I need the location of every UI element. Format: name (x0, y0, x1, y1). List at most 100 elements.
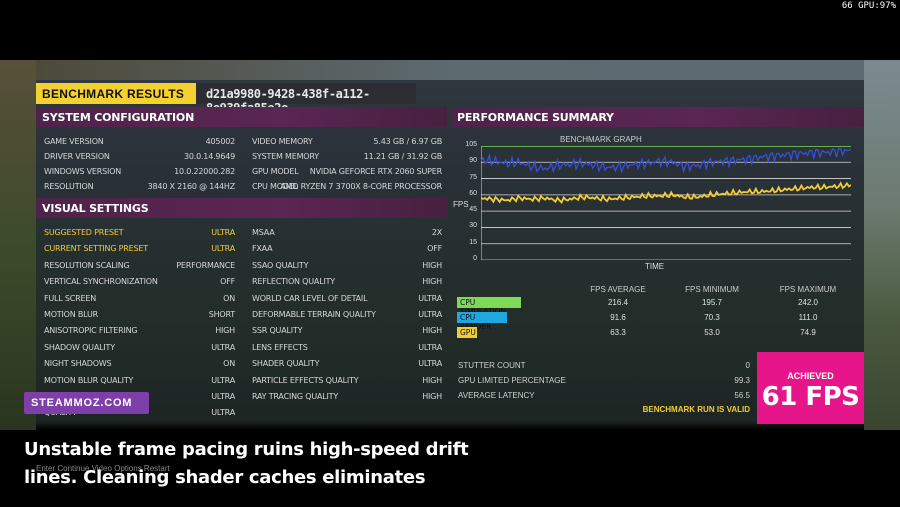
fps-cell: 91.6 (610, 313, 626, 322)
settings-label: DRIVER VERSION (44, 152, 110, 161)
settings-value: AMD Ryzen 7 3700X 8-Core Processor (280, 182, 442, 191)
gpu-overlay-stats: 66 GPU:97% (841, 1, 896, 11)
settings-value: HIGH (422, 326, 442, 336)
settings-value: ULTRA (418, 310, 442, 319)
settings-row: GAME VERSION 405002 (44, 137, 235, 149)
benchmark-graph (481, 146, 851, 260)
achieved-fps-badge: ACHIEVED 61 FPS (757, 352, 864, 424)
settings-label: FULL SCREEN (44, 293, 97, 303)
settings-row: REFLECTION QUALITY HIGH (252, 277, 442, 289)
fps-row-label: CPU RENDER (457, 312, 507, 331)
fps-row-label: CPU SIMULATION (457, 297, 521, 316)
settings-label: REFLECTION QUALITY (252, 277, 335, 287)
performance-summary-header: PERFORMANCE SUMMARY (451, 107, 864, 127)
graph-title: BENCHMARK GRAPH (560, 135, 642, 144)
y-tick-label: 105 (465, 141, 477, 148)
settings-value: ON (223, 359, 235, 369)
settings-value: ULTRA (211, 392, 235, 401)
y-tick-label: 15 (469, 238, 477, 246)
settings-row: CPU MODEL AMD Ryzen 7 3700X 8-Core Proces… (252, 182, 442, 194)
settings-value: HIGH (215, 326, 235, 336)
settings-value: ON (223, 293, 235, 303)
settings-value: 11.21 GB / 31.92 GB (363, 152, 442, 161)
series-line-gpu (481, 181, 851, 204)
fps-cell: 74.9 (800, 328, 816, 337)
y-tick-label: 0 (473, 255, 477, 262)
fps-column-header: FPS MAXIMUM (779, 285, 837, 294)
settings-value: ULTRA (211, 408, 235, 418)
settings-label: FXAA (252, 244, 273, 254)
settings-value: ULTRA (211, 244, 235, 254)
settings-label: GPU MODEL (252, 167, 299, 176)
achieved-label: ACHIEVED (787, 371, 834, 381)
settings-row: PARTICLE EFFECTS QUALITY HIGH (252, 376, 442, 388)
settings-row: SYSTEM MEMORY 11.21 GB / 31.92 GB (252, 152, 442, 164)
settings-label: ANISOTROPIC FILTERING (44, 326, 138, 336)
settings-row: ANISOTROPIC FILTERING HIGH (44, 326, 235, 338)
settings-label: SYSTEM MEMORY (252, 152, 319, 161)
performance-stat-row: STUTTER COUNT 0 (458, 361, 750, 373)
performance-stat-label: GPU LIMITED PERCENTAGE (458, 376, 566, 385)
fps-cell: 111.0 (798, 313, 818, 322)
performance-stat-value: 99.3 (734, 376, 750, 385)
benchmark-panel (36, 80, 864, 424)
fps-cell: 195.7 (701, 298, 723, 307)
settings-row: ULTRA (44, 392, 235, 404)
bottom-key-hints[interactable]: Enter Continue Video Options Restart (36, 464, 170, 473)
settings-value: 10.0.22000.282 (174, 167, 235, 176)
settings-label: DEFORMABLE TERRAIN QUALITY (252, 310, 376, 319)
settings-value: ULTRA (211, 342, 235, 352)
settings-label: SUGGESTED PRESET (44, 228, 124, 237)
fps-cell: 63.3 (610, 328, 626, 337)
settings-row: MOTION BLUR QUALITY ULTRA (44, 376, 235, 388)
fps-column-header: FPS MINIMUM (685, 285, 739, 294)
settings-value: HIGH (422, 277, 442, 287)
settings-value: HIGH (422, 392, 442, 401)
benchmark-results-title: BENCHMARK RESULTS (36, 83, 196, 104)
background-trees-right (864, 60, 900, 430)
settings-row: FULL SCREEN ON (44, 294, 235, 306)
performance-stat-value: 0 (745, 361, 750, 370)
settings-label: MOTION BLUR QUALITY (44, 375, 134, 385)
settings-row: GPU MODEL NVIDIA GeForce RTX 2060 SUPER (252, 167, 442, 179)
settings-value: SHORT (208, 310, 235, 319)
settings-label: RAY TRACING QUALITY (252, 392, 339, 401)
settings-row: MSAA 2X (252, 228, 442, 240)
settings-label: MSAA (252, 228, 275, 237)
settings-value: NVIDIA GeForce RTX 2060 SUPER (309, 167, 442, 176)
performance-stat-row: GPU LIMITED PERCENTAGE 99.3 (458, 376, 750, 388)
settings-value: OFF (220, 277, 235, 287)
fps-cell: 216.4 (607, 298, 629, 307)
settings-row: VERTICAL SYNCHRONIZATION OFF (44, 277, 235, 289)
graph-y-label: FPS (453, 200, 469, 209)
settings-row: RESOLUTION SCALING PERFORMANCE (44, 261, 235, 273)
settings-row: DEFORMABLE TERRAIN QUALITY ULTRA (252, 310, 442, 322)
performance-stat-row: AVERAGE LATENCY 56.5 (458, 391, 750, 403)
settings-row: VIDEO MEMORY 5.43 GB / 6.97 GB (252, 137, 442, 149)
settings-row: CURRENT SETTING PRESET ULTRA (44, 244, 235, 256)
settings-label: CURRENT SETTING PRESET (44, 244, 148, 254)
y-tick-label: 90 (469, 157, 477, 165)
settings-row: FXAA OFF (252, 244, 442, 256)
settings-row: SHADOW QUALITY ULTRA (44, 343, 235, 355)
settings-row: NIGHT SHADOWS ON (44, 359, 235, 371)
performance-stat-value: 56.5 (734, 391, 750, 400)
settings-value: HIGH (422, 260, 442, 270)
fps-cell: 242.0 (797, 298, 819, 307)
fps-cell: 53.0 (704, 328, 720, 337)
settings-label: VIDEO MEMORY (252, 137, 313, 146)
settings-label: SHADER QUALITY (252, 359, 320, 369)
settings-row: MOTION BLUR SHORT (44, 310, 235, 322)
y-tick-label: 30 (469, 222, 477, 230)
settings-label: PARTICLE EFFECTS QUALITY (252, 375, 359, 385)
settings-label: RESOLUTION SCALING (44, 260, 130, 270)
y-tick-label: 75 (469, 173, 477, 181)
achieved-value: 61 FPS (761, 382, 860, 412)
caption-text: Unstable frame pacing ruins high-speed d… (24, 439, 469, 488)
visual-settings-header: VISUAL SETTINGS (36, 198, 447, 218)
settings-label: GAME VERSION (44, 137, 104, 146)
settings-value: 5.43 GB / 6.97 GB (373, 137, 443, 146)
fps-cell: 70.3 (704, 313, 720, 322)
graph-x-label: TIME (645, 262, 665, 271)
settings-row: LENS EFFECTS ULTRA (252, 343, 442, 355)
